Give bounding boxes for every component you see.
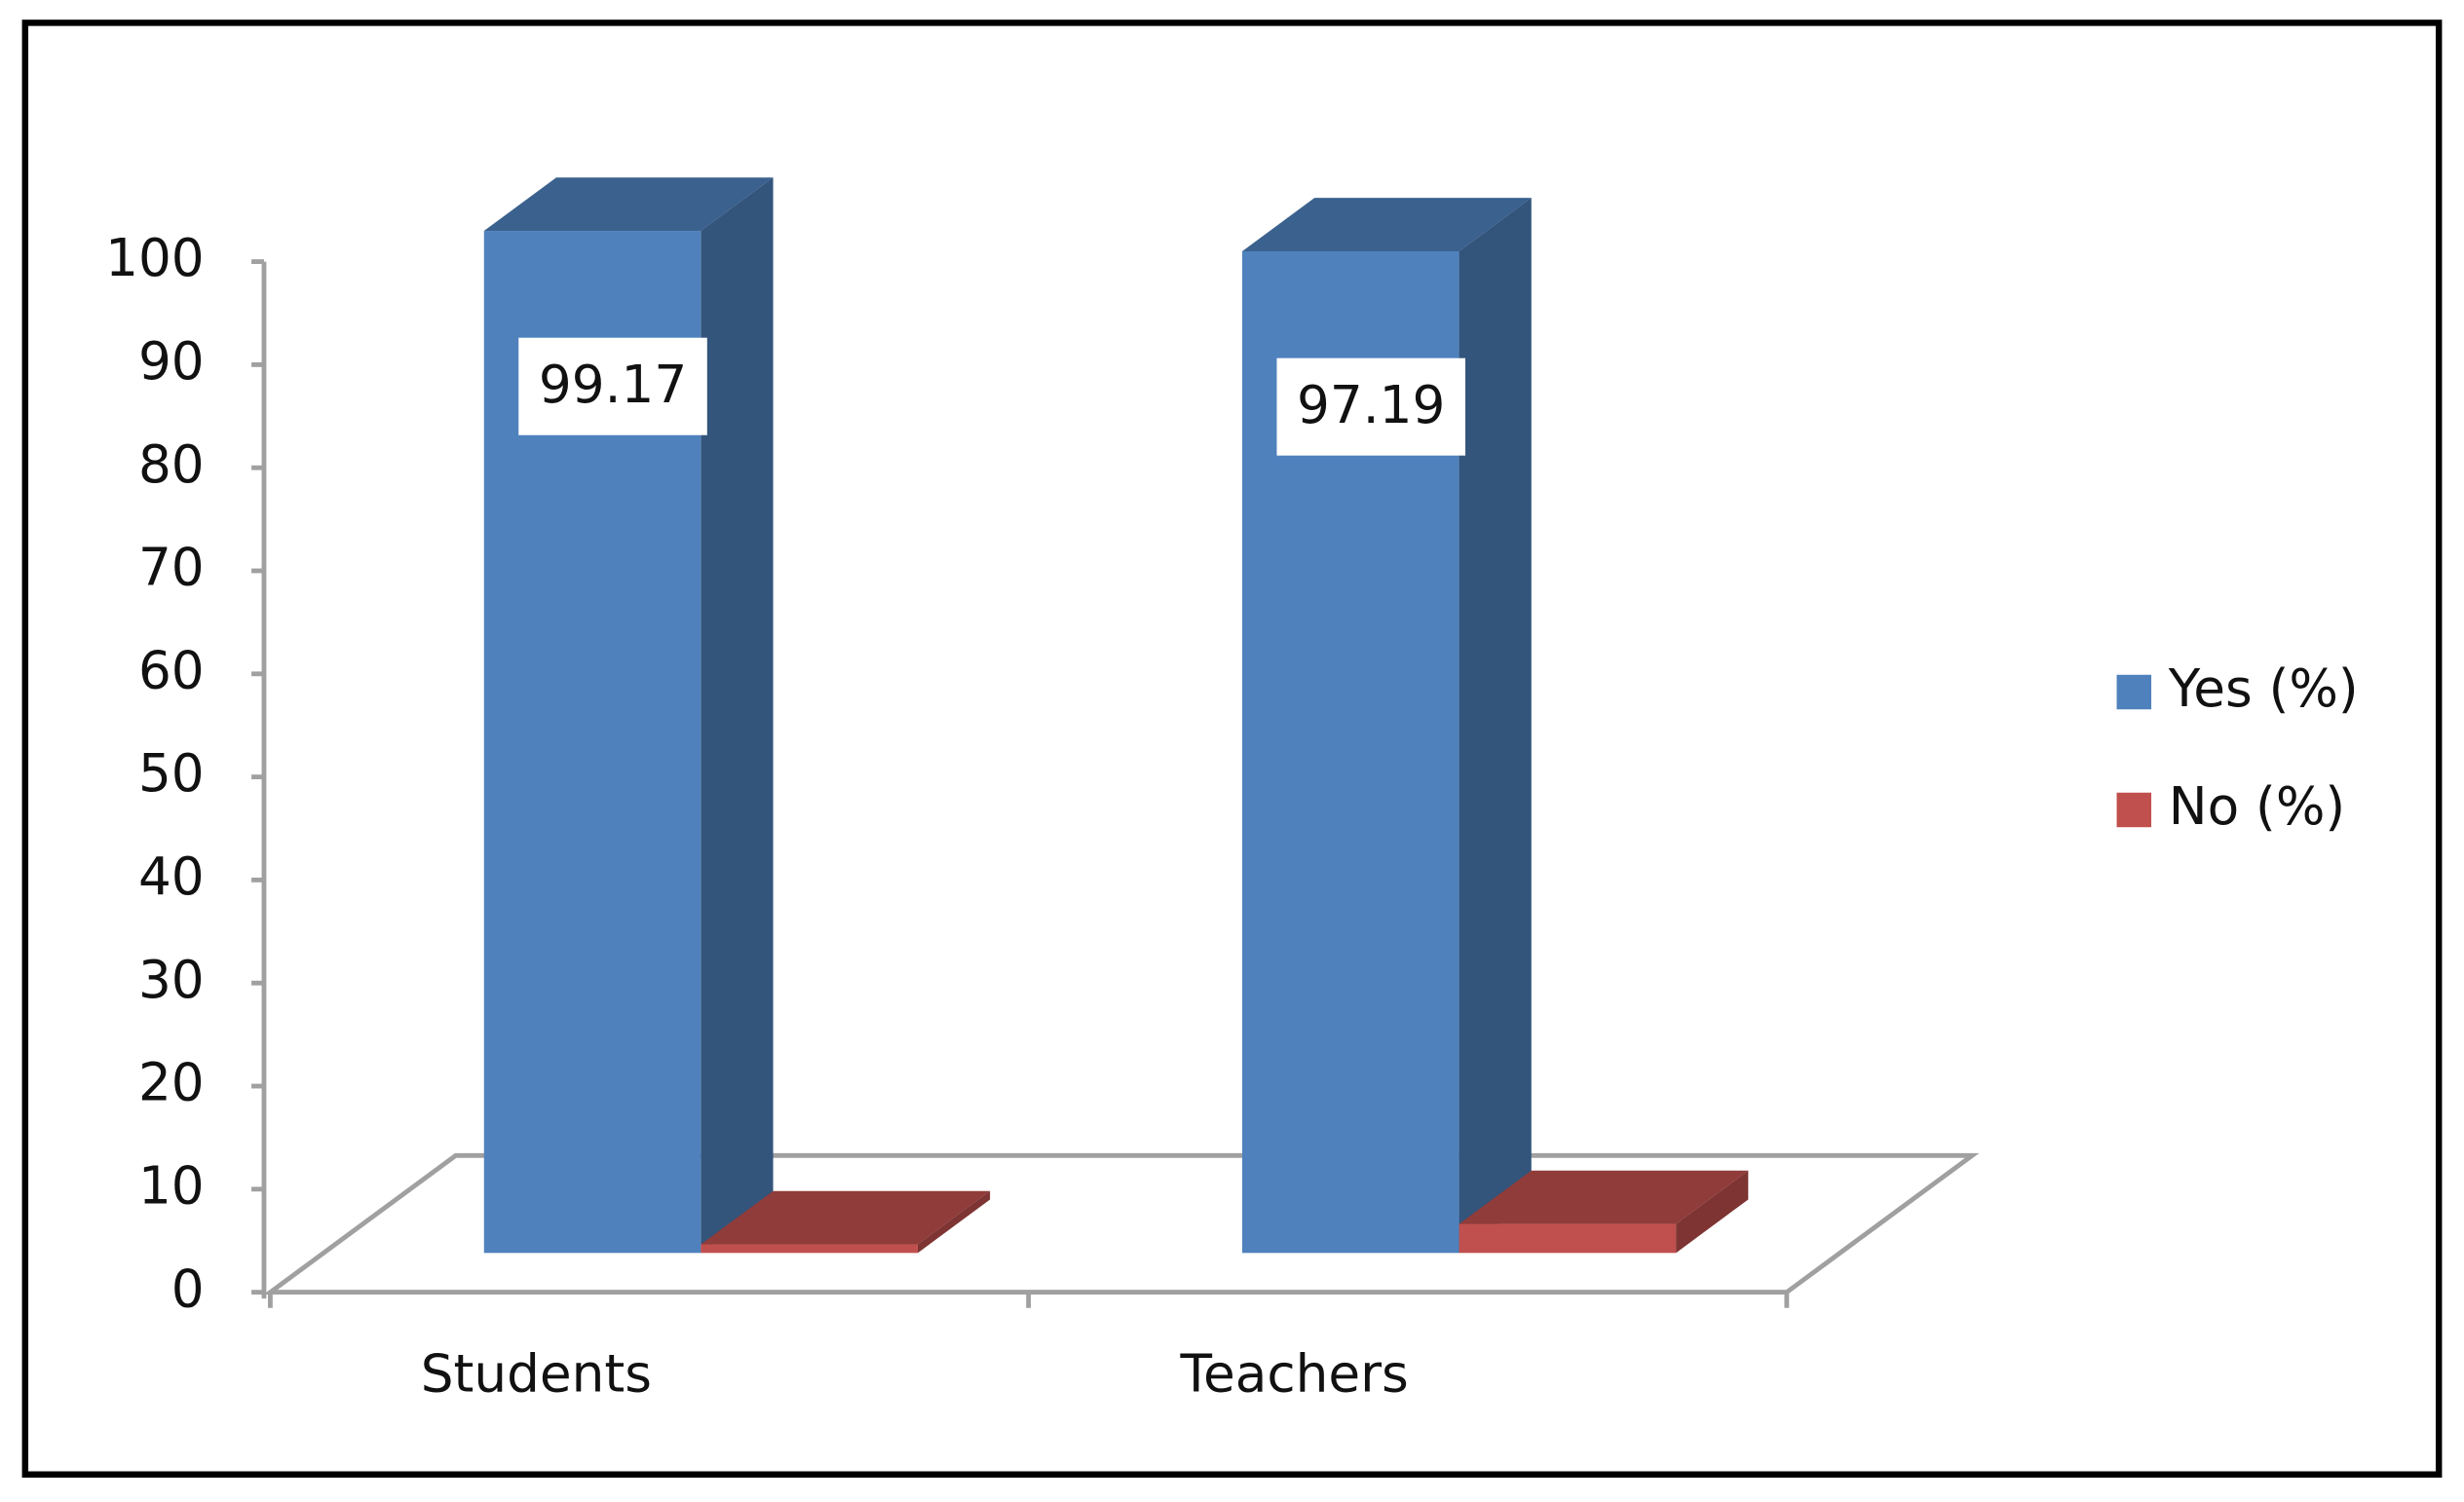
bar-top [483, 177, 774, 232]
data-label: 99.17 [539, 355, 687, 415]
x-tick-label: Teachers [1180, 1343, 1409, 1404]
legend-swatch [2116, 792, 2152, 828]
chart-border [21, 19, 2443, 1478]
y-tick-label: 30 [138, 950, 205, 1010]
legend-swatch [2116, 674, 2152, 710]
y-tick-label: 0 [171, 1258, 205, 1319]
data-label-box [1276, 357, 1466, 456]
y-tick-label: 70 [138, 538, 205, 598]
bar [701, 1244, 918, 1254]
bar-side [1459, 198, 1532, 1254]
bar-top [1241, 198, 1532, 251]
data-label: 97.19 [1297, 375, 1445, 435]
data-label-box [518, 337, 707, 435]
bar-top [1459, 1170, 1749, 1224]
y-tick-label: 90 [138, 331, 205, 392]
y-tick-label: 20 [138, 1053, 205, 1113]
bar [1459, 1223, 1677, 1254]
legend-label: No (%) [2169, 776, 2345, 837]
bar-side [701, 177, 774, 1254]
x-tick-label: Students [421, 1343, 652, 1404]
legend-label: Yes (%) [2168, 658, 2359, 719]
y-tick-label: 10 [138, 1155, 205, 1216]
y-tick-label: 80 [138, 434, 205, 495]
y-tick-label: 100 [105, 228, 205, 288]
bar-side [917, 1190, 991, 1254]
y-tick-label: 60 [138, 640, 205, 700]
y-tick-label: 40 [138, 846, 205, 907]
bar-side [1676, 1170, 1749, 1254]
y-tick-label: 50 [138, 743, 205, 804]
bar-top [701, 1190, 991, 1245]
